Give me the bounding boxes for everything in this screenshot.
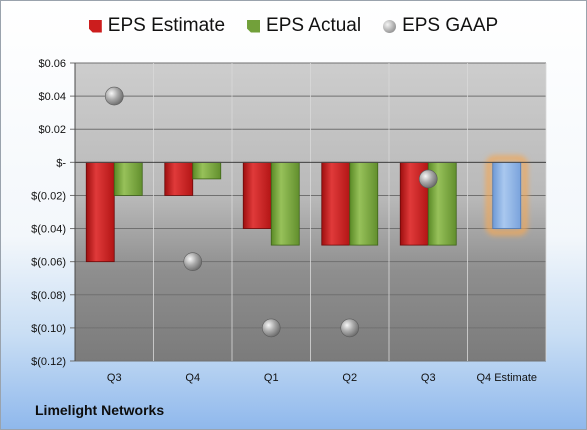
dot-gaap-4: [418, 169, 438, 189]
legend-item-estimate: EPS Estimate: [88, 15, 226, 37]
x-tick-label: Q4: [185, 372, 200, 384]
dot-gaap-1: [183, 252, 203, 271]
legend-swatch-actual: [247, 19, 261, 33]
dot-gaap-3: [340, 318, 360, 338]
y-tick-label: $0.02: [38, 124, 66, 136]
y-tick-label: $(0.10): [31, 323, 66, 335]
bar-estimate-0: [85, 161, 115, 263]
y-tick-label: $(0.08): [31, 290, 66, 302]
bar-estimate-2: [242, 161, 272, 229]
y-tick-label: $(0.04): [31, 224, 66, 236]
legend-item-actual: EPS Actual: [247, 15, 361, 37]
bar-actual-3: [349, 161, 379, 246]
x-tick-label: Q1: [264, 372, 279, 384]
bar-estimate-1: [164, 161, 194, 196]
y-tick-label: $(0.02): [31, 190, 66, 202]
y-tick-label: $(0.12): [31, 356, 66, 368]
y-tick-label: $0.04: [38, 91, 66, 103]
y-tick-label: $-: [56, 157, 66, 169]
y-tick-label: $(0.06): [31, 257, 66, 269]
dot-gaap-0: [104, 86, 124, 106]
company-name: Limelight Networks: [35, 402, 165, 418]
legend-label-actual: EPS Actual: [266, 15, 362, 36]
legend-label-estimate: EPS Estimate: [107, 15, 226, 36]
bar-actual-2: [270, 161, 300, 246]
legend: EPS Estimate EPS Actual EPS GAAP: [1, 15, 586, 37]
bar-actual-1: [192, 161, 222, 180]
x-tick-label: Q4 Estimate: [476, 372, 537, 384]
legend-swatch-gaap: [383, 19, 397, 33]
forecast-glow: [486, 155, 528, 236]
bar-estimate-5: [492, 161, 522, 229]
x-tick-label: Q2: [342, 372, 357, 384]
legend-item-gaap: EPS GAAP: [383, 15, 498, 37]
x-tick-label: Q3: [107, 372, 122, 384]
legend-swatch-estimate: [88, 19, 102, 33]
dot-gaap-2: [261, 318, 281, 338]
bar-actual-0: [113, 161, 143, 196]
legend-label-gaap: EPS GAAP: [402, 15, 499, 36]
x-tick-label: Q3: [421, 372, 436, 384]
bar-estimate-3: [321, 161, 351, 246]
y-tick-label: $0.06: [38, 58, 66, 70]
